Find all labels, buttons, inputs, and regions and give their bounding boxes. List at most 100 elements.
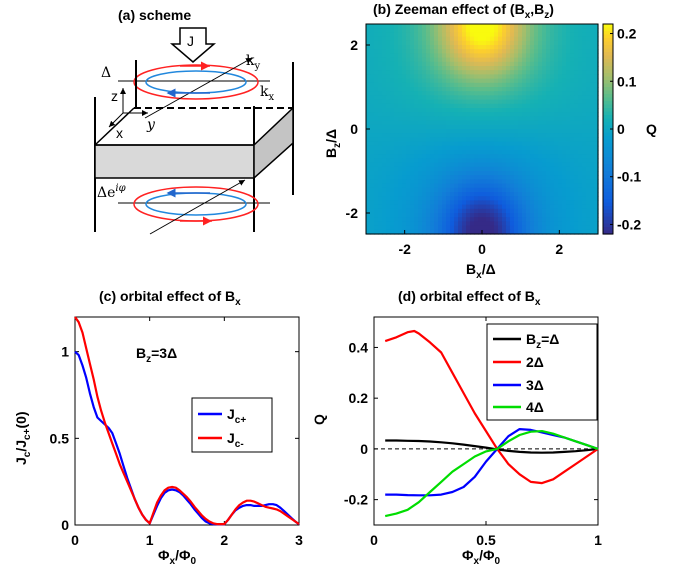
heatmap-cell (430, 150, 435, 155)
heatmap-cell (526, 179, 531, 185)
heatmap-cell (566, 158, 571, 164)
heatmap-cell (578, 196, 583, 201)
heatmap-cell (386, 162, 391, 168)
heatmap-cell (398, 40, 403, 46)
heatmap-cell (478, 40, 483, 46)
colorbar-cell (603, 41, 613, 46)
heatmap-cell (438, 208, 443, 214)
heatmap-cell (426, 70, 431, 75)
heatmap-cell (366, 133, 371, 138)
heatmap-cell (382, 124, 387, 130)
heatmap-cell (386, 137, 391, 143)
heatmap-cell (590, 129, 595, 134)
heatmap-cell (414, 192, 419, 197)
heatmap-cell (418, 217, 423, 222)
heatmap-cell (518, 158, 523, 164)
heatmap-cell (542, 179, 547, 185)
heatmap-cell (478, 171, 483, 176)
heatmap-cell (554, 32, 559, 38)
heatmap-cell (494, 179, 499, 185)
heatmap-cell (382, 53, 387, 59)
heatmap-cell (438, 24, 443, 29)
heatmap-cell (442, 82, 447, 88)
heatmap-cell (446, 154, 451, 159)
heatmap-cell (366, 99, 371, 105)
heatmap-cell (470, 103, 475, 109)
heatmap-cell (534, 196, 539, 201)
heatmap-cell (422, 196, 427, 201)
heatmap-cell (570, 179, 575, 185)
colorbar-cell (603, 118, 613, 123)
heatmap-cell (530, 45, 535, 50)
heatmap-cell (418, 40, 423, 46)
heatmap-cell (482, 124, 487, 130)
heatmap-cell (554, 40, 559, 46)
heatmap-cell (450, 112, 455, 117)
heatmap-cell (514, 179, 519, 185)
heatmap-cell (478, 120, 483, 126)
heatmap-cell (486, 24, 491, 29)
heatmap-cell (566, 141, 571, 147)
colorbar-cell (603, 66, 613, 71)
heatmap-cell (538, 141, 543, 147)
heatmap-cell (378, 45, 383, 50)
heatmap-cell (458, 74, 463, 80)
heatmap-cell (510, 133, 515, 138)
heatmap-cell (526, 204, 531, 210)
heatmap-cell (458, 229, 463, 235)
heatmap-cell (382, 225, 387, 231)
heatmap-cell (530, 49, 535, 54)
heatmap-cell (590, 162, 595, 168)
heatmap-cell (414, 129, 419, 134)
heatmap-cell (554, 95, 559, 101)
heatmap-cell (546, 36, 551, 42)
heatmap-cell (530, 99, 535, 105)
heatmap-cell (506, 183, 511, 189)
heatmap-cell (534, 28, 539, 33)
heatmap-cell (402, 166, 407, 172)
heatmap-cell (582, 61, 587, 67)
heatmap-yticks: -202 (346, 37, 370, 221)
heatmap-cell (462, 175, 467, 180)
heatmap-cell (450, 196, 455, 201)
heatmap-cell (382, 137, 387, 143)
heatmap-cell (458, 204, 463, 210)
heatmap-cell (530, 120, 535, 126)
heatmap-cell (398, 129, 403, 134)
heatmap-cell (526, 183, 531, 189)
heatmap-cell (470, 162, 475, 168)
heatmap-cell (486, 91, 491, 96)
heatmap-cell (526, 57, 531, 63)
colorbar-cell (603, 220, 613, 225)
heatmap-cell (590, 124, 595, 130)
heatmap-cell (538, 78, 543, 84)
heatmap-cell (378, 162, 383, 168)
heatmap-cell (582, 183, 587, 189)
heatmap-cell (554, 229, 559, 235)
heatmap-cell (526, 24, 531, 29)
heatmap-cell (374, 213, 379, 218)
heatmap-cell (530, 74, 535, 80)
upper-orbit-red (133, 64, 259, 100)
heatmap-cell (562, 200, 567, 206)
heatmap-cell (554, 213, 559, 218)
heatmap-cell (558, 171, 563, 176)
heatmap-cell (490, 103, 495, 109)
heatmap-cell (494, 162, 499, 168)
heatmap-cell (454, 200, 459, 206)
heatmap-cell (570, 99, 575, 105)
heatmap-cell (554, 208, 559, 214)
heatmap-cell (566, 99, 571, 105)
heatmap-cell (522, 95, 527, 101)
heatmap-cell (466, 66, 471, 71)
heatmap-cell (386, 66, 391, 71)
heatmap-cell (454, 171, 459, 176)
heatmap-cell (594, 36, 599, 42)
heatmap-cell (498, 124, 503, 130)
heatmap-cell (594, 66, 599, 71)
heatmap-cell (562, 154, 567, 159)
heatmap-cell (498, 112, 503, 117)
heatmap-cell (382, 129, 387, 134)
heatmap-cell (486, 45, 491, 50)
heatmap-cell (570, 175, 575, 180)
